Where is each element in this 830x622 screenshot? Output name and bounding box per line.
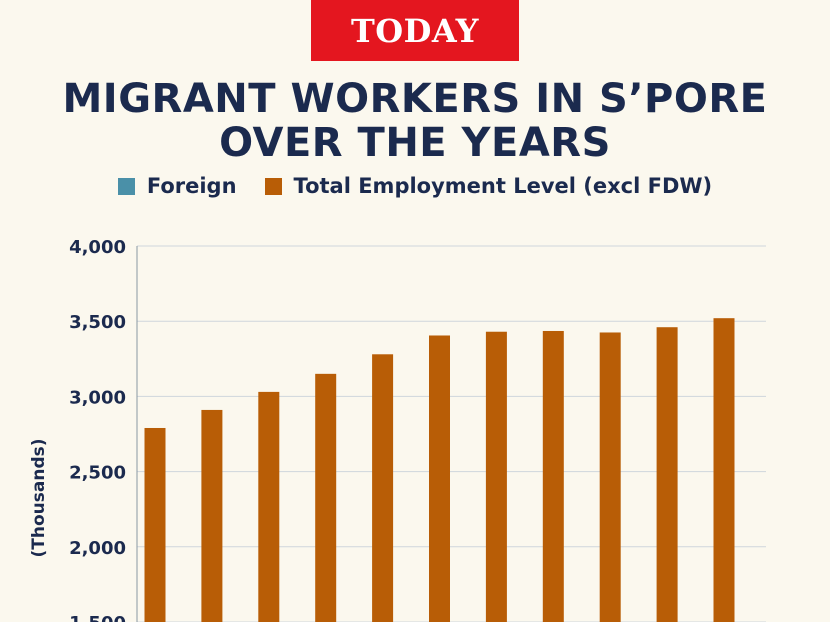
legend-swatch-total-employment [264, 177, 282, 195]
bar-total-employment [372, 354, 394, 622]
today-logo: TODAY [311, 0, 519, 61]
y-axis-label: (Thousands) [29, 439, 49, 558]
y-tick-label: 3,500 [69, 312, 126, 333]
bar-total-employment [542, 330, 564, 622]
y-tick-label: 2,500 [69, 463, 126, 484]
bar-total-employment [656, 327, 678, 622]
legend-label-total-employment: Total Employment Level (excl FDW) [293, 174, 713, 198]
bar-total-employment [713, 318, 735, 622]
y-tick-label: 3,000 [69, 387, 126, 408]
bar-total-employment [485, 331, 507, 622]
bar-total-employment [599, 332, 621, 622]
y-tick-label: 2,000 [69, 538, 126, 559]
y-tick-label: 1,500 [69, 613, 126, 622]
bar-total-employment [429, 335, 450, 622]
chart-title-line-1: MIGRANT WORKERS IN S’PORE [62, 76, 768, 122]
legend-label-foreign: Foreign [146, 174, 237, 198]
y-tick-label: 4,000 [69, 237, 126, 258]
bar-total-employment [201, 409, 223, 622]
bar-total-employment [144, 427, 166, 622]
chart-legend: Foreign Total Employment Level (excl FDW… [0, 174, 830, 198]
chart-title-line-2: OVER THE YEARS [219, 120, 611, 166]
bar-total-employment [315, 373, 337, 622]
legend-swatch-foreign [117, 177, 135, 195]
legend-item-foreign: Foreign [117, 174, 237, 198]
bar-total-employment [258, 391, 280, 622]
legend-item-total-employment: Total Employment Level (excl FDW) [264, 174, 713, 198]
